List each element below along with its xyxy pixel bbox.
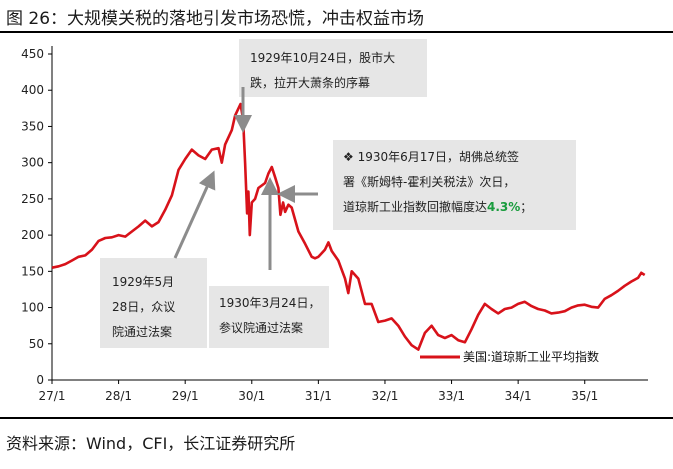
y-tick-label: 0	[36, 373, 44, 387]
series-layer	[51, 102, 646, 351]
x-tick-label: 34/1	[505, 389, 532, 403]
y-tick-label: 350	[21, 119, 44, 133]
x-tick-label: 29/1	[172, 389, 199, 403]
legend-label: 美国:道琼斯工业平均指数	[463, 349, 599, 364]
x-tick-label: 33/1	[438, 389, 465, 403]
x-tick-label: 28/1	[105, 389, 132, 403]
annotation-text-smoot: 道琼斯工业指数回撤幅度达4.3%；	[343, 199, 532, 214]
y-tick-label: 50	[29, 337, 44, 351]
y-tick-label: 300	[21, 156, 44, 170]
x-tick-label: 30/1	[238, 389, 265, 403]
annotation-text-house: 1929年5月	[112, 275, 174, 289]
y-tick-label: 200	[21, 228, 44, 242]
annotation-box-smoot	[333, 140, 576, 230]
annotation-text-house: 28日，众议	[112, 300, 175, 314]
bottom-rule	[0, 417, 673, 419]
annotation-text-senate: 参议院通过法案	[219, 320, 303, 335]
annotation-accent-suffix: ；	[520, 200, 532, 214]
series-line	[51, 102, 646, 351]
annotation-box-senate	[209, 286, 329, 348]
axes: 0 50 100 150 200 250 300 350 400 450 27/1 28/1 29/1 3…	[21, 46, 648, 403]
annotation-text-crash: 跌，拉开大萧条的序幕	[250, 75, 370, 90]
annotation-arrow-house	[173, 170, 216, 259]
legend: 美国:道琼斯工业平均指数	[420, 349, 599, 364]
annotation-boxes	[100, 39, 576, 348]
x-tick-label: 27/1	[39, 389, 66, 403]
x-tick-label: 35/1	[571, 389, 598, 403]
figure-title: 图 26：大规模关税的落地引发市场恐慌，冲击权益市场	[6, 9, 425, 29]
source-note: 资料来源：Wind，CFI，长江证券研究所	[6, 434, 296, 453]
annotation-text-smoot: ❖ 1930年6月17日，胡佛总统签	[343, 149, 519, 164]
annotation-text-crash: 1929年10月24日，股市大	[250, 50, 395, 65]
y-tick-label: 450	[21, 47, 44, 61]
annotation-arrows	[173, 87, 318, 270]
annotation-accent-value: 4.3%	[487, 200, 520, 214]
y-tick-label: 150	[21, 264, 44, 278]
annotation-text-house: 院通过法案	[112, 324, 172, 339]
annotation-text-smoot: 署《斯姆特-霍利关税法》次日，	[343, 174, 515, 189]
annotation-text-senate: 1930年3月24日，	[219, 296, 320, 310]
y-tick-label: 100	[21, 301, 44, 315]
x-tick-label: 32/1	[371, 389, 398, 403]
y-tick-label: 400	[21, 83, 44, 97]
x-tick-label: 31/1	[305, 389, 332, 403]
top-rule	[0, 31, 673, 33]
y-tick-label: 250	[21, 192, 44, 206]
annotation-box-crash	[239, 39, 427, 97]
annotation-box-house	[100, 258, 207, 348]
